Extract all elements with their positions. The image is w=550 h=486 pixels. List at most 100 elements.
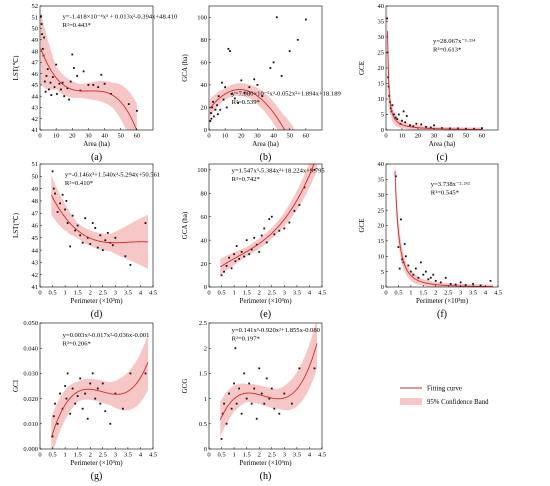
x-tick-label: 0.5 — [217, 452, 225, 459]
x-tick-label: 20 — [238, 133, 245, 140]
data-point — [56, 211, 59, 213]
x-tick-label: 1 — [232, 290, 235, 297]
fitting-curve — [219, 343, 318, 420]
data-point — [52, 187, 55, 190]
x-tick-label: 0 — [207, 290, 210, 297]
data-point — [278, 412, 281, 415]
y-tick-label: 45 — [32, 82, 39, 89]
data-point — [216, 104, 218, 107]
data-point — [313, 168, 316, 171]
data-point — [298, 367, 301, 370]
data-point — [263, 402, 266, 405]
data-point — [260, 392, 263, 395]
data-point — [230, 267, 233, 270]
data-point — [71, 214, 74, 217]
y-tick-label: 5 — [381, 269, 384, 276]
x-tick-label: 2.5 — [268, 290, 276, 297]
data-point — [412, 125, 415, 128]
plot-frame — [208, 5, 323, 131]
r-squared: R²=0.197* — [232, 335, 260, 342]
data-point — [243, 372, 246, 375]
y-tick-label: 52 — [32, 3, 39, 10]
y-tick-label: 44 — [32, 93, 39, 100]
data-point — [233, 253, 236, 256]
legend-band-label: 95% Confidence Band — [427, 399, 489, 406]
data-point — [240, 79, 243, 82]
data-point — [51, 170, 54, 173]
data-point — [401, 119, 403, 122]
data-point — [220, 274, 223, 277]
data-point — [401, 258, 404, 261]
data-point — [100, 73, 103, 76]
data-point — [69, 245, 72, 248]
r-squared: R²=0.545* — [431, 190, 459, 197]
data-point — [296, 38, 299, 41]
data-point — [42, 47, 44, 50]
data-point — [79, 234, 82, 237]
x-axis-label: Perimeter (×10³m) — [239, 297, 292, 305]
r-squared: R²=0.410* — [65, 180, 93, 187]
fit-equation: y=0.141x³-0.920x²+1.855x-0.080 — [232, 327, 321, 334]
x-tick-label: 60 — [479, 133, 486, 140]
y-axis-label: GCI — [12, 379, 20, 392]
data-point — [396, 118, 399, 121]
y-tick-label: 20 — [201, 261, 208, 268]
fitting-curve — [50, 361, 149, 438]
data-point — [222, 98, 225, 101]
data-point — [269, 67, 272, 69]
data-point — [64, 385, 67, 387]
y-tick-label: 47 — [32, 210, 39, 217]
data-point — [106, 231, 109, 234]
plot-frame — [208, 163, 323, 288]
data-point — [391, 104, 394, 107]
panel-label: (h) — [260, 471, 272, 482]
data-point — [253, 387, 256, 390]
y-tick-label: 48 — [32, 48, 39, 55]
data-point — [40, 15, 42, 18]
data-point — [457, 127, 459, 130]
y-tick-label: 2 — [204, 345, 207, 352]
data-point — [429, 276, 432, 279]
data-point — [60, 88, 62, 91]
y-tick-label: 0 — [204, 284, 207, 291]
plot-frame — [39, 322, 154, 450]
x-tick-label: 10 — [222, 133, 229, 140]
data-point — [441, 127, 443, 130]
x-tick-label: 4.5 — [494, 290, 502, 297]
data-point — [209, 120, 212, 122]
data-point — [429, 126, 432, 129]
y-tick-label: 45 — [32, 235, 39, 242]
data-point — [256, 84, 259, 86]
data-point — [40, 23, 43, 25]
data-point — [293, 209, 296, 212]
x-tick-label: 1.5 — [243, 452, 251, 459]
x-axis-label: Perimeter (×10³m) — [416, 297, 469, 305]
x-tick-label: 60 — [134, 133, 141, 140]
data-point — [135, 109, 138, 112]
data-point — [224, 86, 227, 89]
data-point — [283, 227, 286, 230]
data-point — [253, 236, 256, 239]
panel-d: 0 0.5 1 1.5 2 2.5 3 3.5 4 4.5 41 42 43 44 45 46 47 48 49 50… — [12, 161, 160, 320]
confidence-band — [220, 164, 317, 276]
x-tick-label: 3.5 — [469, 290, 477, 297]
fitting-curve — [209, 89, 286, 130]
x-tick-label: 4.5 — [318, 452, 326, 459]
y-tick-label: 43 — [32, 105, 39, 112]
data-point — [121, 407, 124, 410]
x-tick-label: 2 — [258, 290, 261, 297]
data-point — [104, 239, 107, 242]
x-tick-label: 4 — [139, 290, 143, 297]
data-point — [76, 224, 79, 227]
data-point — [52, 415, 55, 418]
data-point — [87, 84, 90, 86]
data-point — [235, 402, 238, 405]
y-tick-label: 43 — [32, 260, 39, 267]
y-tick-label: 50 — [32, 26, 39, 33]
data-point — [76, 395, 79, 397]
panel-label: (c) — [436, 152, 447, 163]
data-point — [397, 113, 400, 116]
y-axis-label: GCE — [358, 219, 366, 233]
x-tick-label: 1.5 — [74, 452, 82, 459]
data-point — [433, 124, 435, 127]
